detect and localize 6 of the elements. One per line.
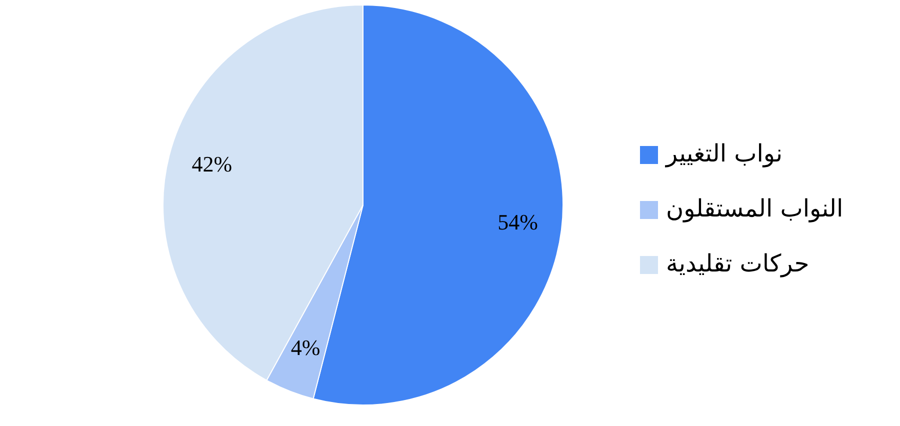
legend-label: حركات تقليدية xyxy=(666,250,810,278)
data-label: 4% xyxy=(290,335,320,360)
data-label: 54% xyxy=(498,210,538,235)
legend-label: نواب التغيير xyxy=(665,140,782,168)
data-label: 42% xyxy=(192,151,232,176)
legend-label: النواب المستقلون xyxy=(666,194,844,223)
